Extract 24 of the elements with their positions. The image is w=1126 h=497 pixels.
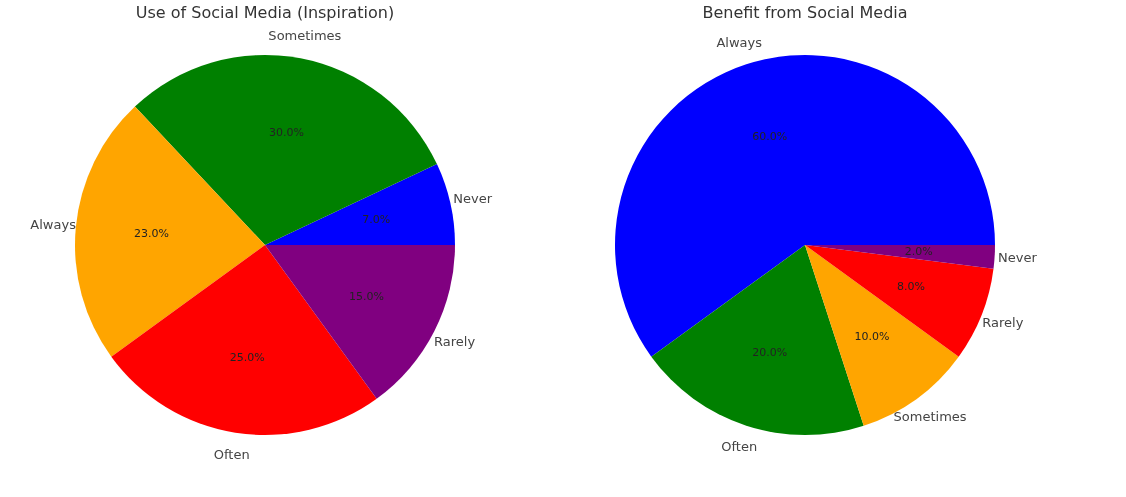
slice-label: Often <box>721 439 758 455</box>
data-label: 60.0% <box>752 129 788 143</box>
chart-title: Benefit from Social Media <box>702 3 908 22</box>
data-label: 10.0% <box>854 330 890 344</box>
data-label: 7.0% <box>362 213 391 227</box>
slice-label: Sometimes <box>893 409 967 425</box>
slice-label: Always <box>716 34 763 50</box>
slice-label: Rarely <box>434 333 476 349</box>
slice-label: Sometimes <box>268 27 342 43</box>
slice-label: Rarely <box>982 315 1024 331</box>
slice-label: Never <box>453 190 493 206</box>
pie-slice <box>265 164 455 245</box>
slice-label: Never <box>998 250 1038 266</box>
data-label: 8.0% <box>897 279 925 293</box>
data-label: 2.0% <box>904 245 933 259</box>
data-label: 25.0% <box>229 350 265 364</box>
pie-slice <box>134 55 437 245</box>
data-label: 30.0% <box>268 126 304 140</box>
chart-title: Use of Social Media (Inspiration) <box>135 3 395 22</box>
slice-label: Always <box>30 216 77 232</box>
data-label: 23.0% <box>134 227 169 241</box>
data-label: 15.0% <box>349 289 385 303</box>
slice-label: Often <box>213 447 250 463</box>
data-label: 20.0% <box>752 346 788 360</box>
